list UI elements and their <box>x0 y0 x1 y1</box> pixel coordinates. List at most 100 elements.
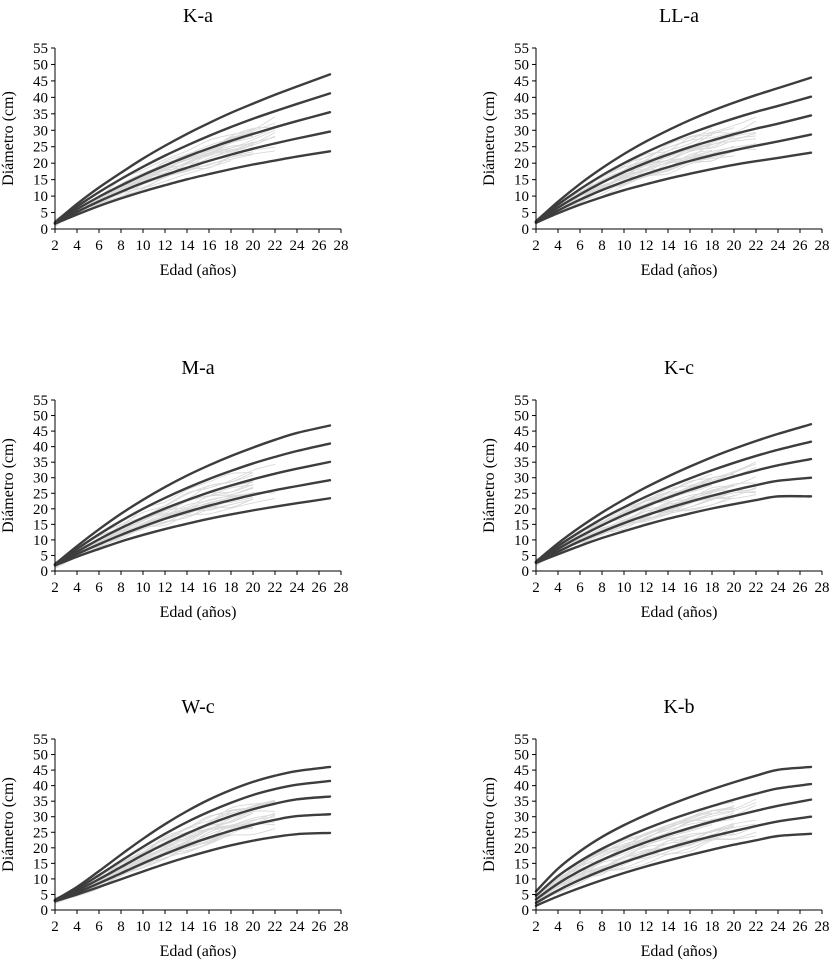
series-line-2 <box>53 442 332 566</box>
x-tick-label: 6 <box>95 919 103 935</box>
x-tick-label: 8 <box>598 238 606 254</box>
x-tick-label: 2 <box>532 919 540 935</box>
series-line-3 <box>534 798 813 901</box>
x-tick-label: 16 <box>202 238 218 254</box>
series-line-3 <box>534 114 813 224</box>
y-tick-label: 15 <box>33 517 48 533</box>
y-tick-label: 50 <box>33 748 48 764</box>
x-tick-label: 20 <box>727 238 742 254</box>
x-tick-label: 16 <box>683 919 699 935</box>
x-tick-label: 10 <box>136 919 151 935</box>
chart-title: K-b <box>663 696 694 718</box>
x-tick-label: 26 <box>312 919 328 935</box>
x-tick-label: 20 <box>246 238 261 254</box>
series-line-1 <box>53 424 332 566</box>
x-axis-label: Edad (años) <box>641 604 718 621</box>
y-tick-label: 40 <box>33 779 48 795</box>
series-line-5 <box>534 151 813 224</box>
y-tick-label: 20 <box>33 502 48 518</box>
y-tick-label: 10 <box>514 872 529 888</box>
x-axis-label: Edad (años) <box>641 943 718 960</box>
background-trajectory <box>535 823 757 902</box>
y-tick-label: 5 <box>522 548 530 564</box>
background-trajectory <box>535 473 735 560</box>
y-tick-label: 40 <box>33 90 48 106</box>
series-line-5 <box>534 494 813 565</box>
x-tick-label: 22 <box>749 580 764 596</box>
x-tick-label: 12 <box>639 238 654 254</box>
y-tick-label: 50 <box>514 409 529 425</box>
y-tick-label: 40 <box>514 440 529 456</box>
x-tick-label: 10 <box>617 238 632 254</box>
x-tick-label: 10 <box>136 238 151 254</box>
y-tick-label: 15 <box>514 856 529 872</box>
series-line-3 <box>534 457 813 564</box>
series-line-4 <box>53 479 332 567</box>
x-tick-label: 8 <box>117 238 125 254</box>
background-trajectory <box>535 825 735 902</box>
y-tick-label: 50 <box>514 748 529 764</box>
series-line-2 <box>534 95 813 223</box>
series-line-4 <box>53 130 332 225</box>
y-axis-label: Diámetro (cm) <box>481 777 498 872</box>
y-tick-label: 0 <box>41 222 49 238</box>
x-tick-label: 22 <box>749 238 764 254</box>
x-tick-label: 6 <box>576 238 584 254</box>
x-tick-label: 12 <box>158 919 173 935</box>
series-line-1 <box>534 76 813 223</box>
x-tick-label: 10 <box>617 580 632 596</box>
y-tick-label: 45 <box>514 74 529 90</box>
y-axis-label: Diámetro (cm) <box>481 91 498 186</box>
x-tick-label: 22 <box>268 919 283 935</box>
x-tick-label: 4 <box>554 238 562 254</box>
x-tick-label: 14 <box>661 580 677 596</box>
background-trajectory <box>535 132 757 225</box>
x-tick-label: 22 <box>268 580 283 596</box>
y-tick-label: 55 <box>33 41 48 57</box>
background-trajectory <box>535 835 757 903</box>
x-tick-label: 28 <box>334 580 349 596</box>
x-tick-label: 20 <box>246 919 261 935</box>
y-tick-label: 35 <box>514 455 529 471</box>
x-tick-label: 4 <box>73 238 81 254</box>
y-axis-label: Diámetro (cm) <box>0 438 17 533</box>
x-tick-label: 18 <box>224 919 239 935</box>
series-line-4 <box>534 133 813 224</box>
series-line-5 <box>53 497 332 567</box>
x-tick-label: 26 <box>312 238 328 254</box>
chart-title: W-c <box>181 696 214 718</box>
y-tick-label: 45 <box>33 424 48 440</box>
chart-title: K-a <box>183 5 213 27</box>
y-tick-label: 25 <box>33 486 48 502</box>
y-tick-label: 45 <box>33 74 48 90</box>
x-tick-label: 6 <box>95 580 103 596</box>
y-tick-label: 15 <box>33 173 48 189</box>
y-tick-label: 25 <box>514 825 529 841</box>
x-tick-label: 4 <box>554 919 562 935</box>
background-trajectories <box>535 798 757 906</box>
y-tick-label: 45 <box>33 763 48 779</box>
background-trajectory <box>535 150 713 225</box>
x-tick-label: 4 <box>73 919 81 935</box>
x-tick-label: 28 <box>815 580 830 596</box>
y-tick-label: 20 <box>514 502 529 518</box>
x-tick-label: 16 <box>683 238 699 254</box>
x-tick-label: 26 <box>793 580 809 596</box>
y-tick-label: 40 <box>514 779 529 795</box>
x-tick-label: 6 <box>576 580 584 596</box>
x-tick-label: 22 <box>749 919 764 935</box>
x-tick-label: 6 <box>576 919 584 935</box>
y-axis-label: Diámetro (cm) <box>0 91 17 186</box>
y-axis-label: Diámetro (cm) <box>481 438 498 533</box>
y-tick-label: 0 <box>522 903 530 919</box>
y-tick-label: 5 <box>522 887 530 903</box>
x-tick-label: 24 <box>290 238 306 254</box>
chart-title: LL-a <box>659 5 699 27</box>
y-tick-label: 0 <box>522 564 530 580</box>
background-trajectory <box>535 812 735 898</box>
chart-title: K-c <box>664 357 694 379</box>
x-tick-label: 26 <box>793 919 809 935</box>
y-tick-label: 5 <box>41 206 49 222</box>
